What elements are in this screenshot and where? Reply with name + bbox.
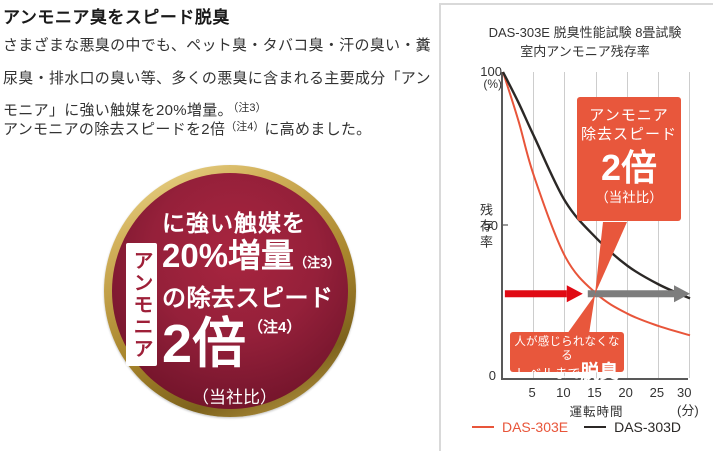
callout-bottom-emphasis: 脱臭 bbox=[580, 362, 619, 383]
section-heading: アンモニア臭をスピード脱臭 bbox=[3, 8, 230, 27]
x-axis-tick-15: 15 bbox=[587, 385, 602, 400]
x-axis-tick-20: 20 bbox=[618, 385, 633, 400]
badge-note-4: （注4） bbox=[248, 319, 302, 336]
callout-top-pointer bbox=[595, 222, 627, 294]
legend-line-swatch bbox=[471, 426, 494, 428]
das303e-time-arrow-head bbox=[566, 285, 583, 303]
gridline-15min bbox=[595, 72, 597, 378]
callout-top-line-2: 除去スピード bbox=[580, 126, 677, 143]
footnote-ref-3: （注3） bbox=[232, 102, 267, 114]
body-paragraph-1: さまざまな悪臭の中でも、ペット臭・タバコ臭・汗の臭い・糞尿臭・排水口の臭い等、多… bbox=[3, 30, 439, 129]
y-axis-title: 残存率 bbox=[478, 203, 493, 251]
body-paragraph-2: アンモニアの除去スピードを2倍（注4）に高めました。 bbox=[3, 114, 439, 148]
paragraph-2-text-end: に高めました。 bbox=[264, 121, 372, 138]
paragraph-1-text: さまざまな悪臭の中でも、ペット臭・タバコ臭・汗の臭い・糞尿臭・排水口の臭い等、多… bbox=[3, 37, 431, 119]
footnote-ref-4: （注4） bbox=[225, 121, 265, 133]
curve-das-303e bbox=[502, 71, 691, 337]
x-axis-tick-10: 10 bbox=[556, 385, 571, 400]
y-axis-tick-100: 100 bbox=[480, 64, 502, 79]
callout-speed-2x: アンモニア 除去スピード 2倍 （当社比） bbox=[577, 97, 681, 221]
badge-note-3: （注3） bbox=[294, 255, 341, 270]
x-axis-tick-25: 25 bbox=[649, 385, 665, 400]
gridline-5min bbox=[533, 72, 535, 378]
y-axis-tick-0: 0 bbox=[488, 368, 496, 383]
x-axis-unit: (分) bbox=[677, 403, 699, 418]
badge-line-4: 2倍 （注4） bbox=[162, 314, 302, 374]
callout-bottom-line-2: レベルまで脱臭 bbox=[515, 362, 619, 383]
callout-bottom-line-1: 人が感じられなくなる bbox=[514, 336, 620, 362]
gridline-25min bbox=[657, 72, 659, 378]
section-top-rule bbox=[439, 3, 713, 5]
gridline-30min bbox=[689, 72, 690, 378]
x-axis-tick-30: 30 (分) bbox=[677, 385, 699, 418]
y-mid-tick-mark bbox=[503, 224, 508, 226]
callout-top-line-1: アンモニア bbox=[589, 107, 669, 124]
das303d-time-arrow-head bbox=[674, 285, 690, 303]
legend-item-das-303e: DAS-303E bbox=[471, 419, 569, 435]
legend-label: DAS-303E bbox=[501, 419, 569, 435]
gridline-10min bbox=[564, 72, 566, 378]
plot-area: アンモニア 除去スピード 2倍 （当社比） 人が感じられなくなる レベルまで脱臭 bbox=[501, 71, 691, 383]
badge-line-2: 20%増量（注3） bbox=[162, 237, 341, 274]
x-axis-title: 運転時間 bbox=[569, 405, 624, 419]
feature-badge-face: アンモニア に強い触媒を 20%増量（注3） の除去スピード 2倍 （注4） （当… bbox=[112, 173, 348, 409]
badge-vertical-label: アンモニア bbox=[126, 243, 157, 366]
callout-top-note: （当社比） bbox=[595, 190, 663, 205]
badge-comparison-note: （当社比） bbox=[192, 388, 277, 407]
das303d-time-arrow-body bbox=[587, 290, 674, 298]
callout-top-big: 2倍 bbox=[600, 147, 658, 188]
das303e-time-arrow-body bbox=[504, 290, 567, 298]
chart-title: DAS-303E 脱臭性能試験 8畳試験 bbox=[488, 25, 682, 40]
badge-line-1: に強い触媒を bbox=[162, 210, 306, 236]
column-divider bbox=[439, 3, 441, 451]
chart-legend: DAS-303E DAS-303D bbox=[440, 419, 713, 435]
chart-subtitle: 室内アンモニア残存率 bbox=[520, 44, 650, 59]
callout-bottom-pointer bbox=[567, 295, 595, 334]
y-axis-unit: (%) bbox=[483, 77, 502, 91]
gridline-20min bbox=[626, 72, 628, 378]
badge-line-3: の除去スピード bbox=[162, 285, 334, 312]
y-axis-tick-50: 50 bbox=[483, 218, 498, 233]
callout-odor-threshold: 人が感じられなくなる レベルまで脱臭 bbox=[510, 332, 624, 383]
badge-text-block: に強い触媒を 20%増量（注3） の除去スピード 2倍 （注4） （当社比） bbox=[162, 209, 348, 410]
legend-line-swatch bbox=[584, 426, 607, 428]
x-axis-tick-5: 5 bbox=[528, 385, 536, 400]
paragraph-2-text: アンモニアの除去スピードを2倍 bbox=[3, 121, 226, 138]
feature-badge: アンモニア に強い触媒を 20%増量（注3） の除去スピード 2倍 （注4） （当… bbox=[104, 165, 356, 417]
legend-label: DAS-303D bbox=[614, 419, 682, 435]
legend-item-das-303d: DAS-303D bbox=[584, 419, 681, 435]
